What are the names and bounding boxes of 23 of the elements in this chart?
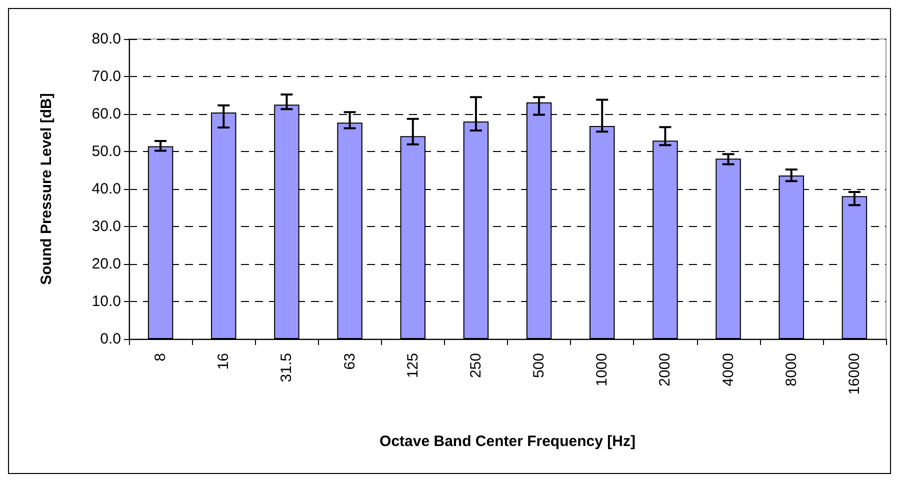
y-axis-title: Sound Pressure Level [dB]: [38, 93, 55, 285]
y-tick-label: 40.0: [92, 180, 121, 198]
x-tick-label: 8000: [782, 353, 800, 386]
x-tick-label: 31.5: [278, 353, 296, 382]
y-tick-label: 70.0: [92, 68, 121, 85]
y-tick-label: 30.0: [92, 218, 121, 235]
x-tick-label: 16000: [846, 353, 863, 395]
x-tick-label: 8: [152, 353, 170, 362]
x-tick-label: 16: [215, 353, 232, 370]
y-tick-label: 10.0: [92, 293, 121, 310]
x-axis-title: Octave Band Center Frequency [Hz]: [380, 433, 636, 450]
x-tick-label: 250: [467, 353, 484, 378]
y-tick-label: 60.0: [92, 106, 121, 122]
x-tick-label: 2000: [656, 353, 674, 386]
y-tick-label: 20.0: [92, 256, 121, 272]
y-tick-label: 80.0: [92, 30, 121, 48]
y-tick-label: 50.0: [92, 143, 121, 160]
x-tick-label: 1000: [594, 353, 611, 386]
x-tick-label: 125: [404, 353, 422, 378]
x-tick-label: 500: [530, 353, 548, 378]
x-tick-label: 63: [341, 353, 358, 370]
y-tick-label: 0.0: [100, 330, 121, 348]
x-tick-label: 4000: [720, 353, 737, 386]
